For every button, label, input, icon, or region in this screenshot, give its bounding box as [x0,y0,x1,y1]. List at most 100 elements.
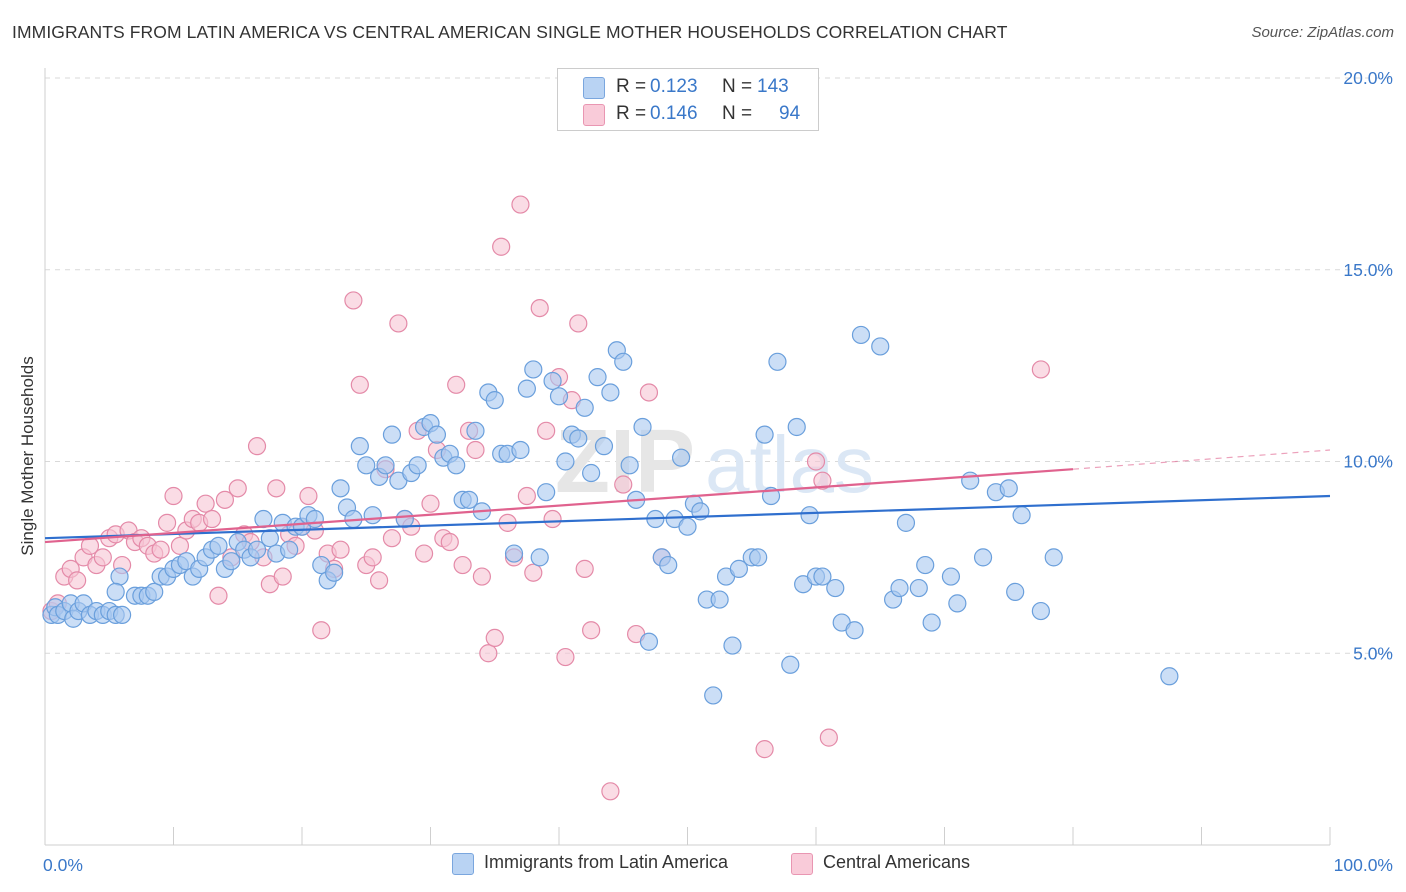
blue-point [112,605,132,625]
y-tick-label: 15.0% [1343,260,1393,280]
axes [44,68,1331,846]
pink-point [421,494,440,513]
blue-point [601,383,620,402]
pink-point [806,452,826,471]
pink-point [215,490,234,509]
pink-trend-extension [1072,449,1331,470]
legend-n-value: 143 [757,76,789,97]
pink-point [575,559,594,578]
blue-point [916,555,935,575]
pink-point [202,509,222,529]
blue-point [447,456,466,475]
blue-point [530,548,549,567]
blue-point [973,548,993,567]
pink-point [247,437,267,456]
x-tick-label: 0.0% [43,855,83,875]
blue-point [524,360,543,379]
blue-point [639,632,659,651]
blue-point [800,506,819,525]
blue-point [633,417,652,437]
pink-point [151,540,170,559]
blue-point [678,517,697,536]
legend-n-value: 94 [779,103,801,124]
pink-point [755,740,774,759]
pink-point [164,486,183,506]
blue-point [325,563,344,582]
pink-point [312,621,331,640]
blue-point [357,456,376,475]
blue-point [941,567,961,586]
trend-lines [44,449,1331,544]
pink-point [813,471,832,490]
blue-point [247,540,267,559]
blue-point [254,509,273,529]
blue-point [871,337,890,356]
pink-trend-line [44,468,1074,544]
blue-point [511,440,530,460]
pink-point [492,237,511,256]
pink-point [350,375,369,394]
blue-point [363,506,382,525]
pink-point [466,440,485,460]
blue-point [145,582,164,601]
pink-point [511,195,530,214]
pink-point [582,621,601,640]
blue-point [1012,506,1031,525]
blue-point [504,544,524,563]
pink-point [209,586,228,605]
pink-point [389,314,408,333]
blue-trend-line [44,494,1331,540]
blue-point [408,456,427,475]
pink-point [273,567,292,586]
source-label: Source: ZipAtlas.com [1251,24,1394,41]
pink-point [344,291,363,310]
x-tick-label: 100.0% [1334,855,1393,875]
legend-label-blue: Immigrants from Latin America [484,852,729,872]
blue-point [614,352,633,371]
tick-labels: 5.0% 10.0% 15.0% 20.0% 0.0% 100.0% [43,68,1393,875]
blue-point [813,567,832,586]
legend-swatch-blue [452,853,474,875]
pink-point [639,383,659,402]
legend-swatch-pink [583,104,605,126]
blue-point [556,452,575,471]
pink-point [370,571,389,590]
blue-point [620,456,639,475]
blue-point [851,325,871,345]
blue-point [106,582,125,601]
blue-point [350,437,369,456]
legend-label-pink: Central Americans [823,852,971,872]
pink-point [614,475,633,494]
blue-point [260,529,279,548]
blue-point [376,456,395,475]
blue-series-points [42,325,1179,705]
blue-point [588,368,607,387]
pink-point [363,548,382,567]
pink-point [68,571,87,590]
blue-point [280,540,299,559]
pink-point [601,782,620,801]
blue-point [549,387,569,406]
blue-point [543,371,562,391]
pink-point [157,513,177,532]
blue-point [459,490,479,509]
pink-point [537,421,556,440]
pink-point [1031,360,1050,379]
pink-point [556,647,575,667]
blue-point [466,421,485,440]
correlation-legend: R = 0.123 N = 143 R = 0.146 N = 94 [557,68,819,131]
pink-point [472,567,491,586]
legend-r-value: 0.123 [650,76,698,97]
y-tick-label: 5.0% [1353,643,1393,663]
blue-point [1031,601,1050,621]
blue-point [749,548,768,567]
pink-point [479,644,498,663]
legend-swatch-pink [791,853,813,875]
blue-point [222,552,241,571]
blue-point [999,479,1018,498]
blue-point [569,429,588,448]
legend-r-value: 0.146 [650,103,698,124]
pink-point [447,375,466,394]
blue-point [575,398,594,417]
